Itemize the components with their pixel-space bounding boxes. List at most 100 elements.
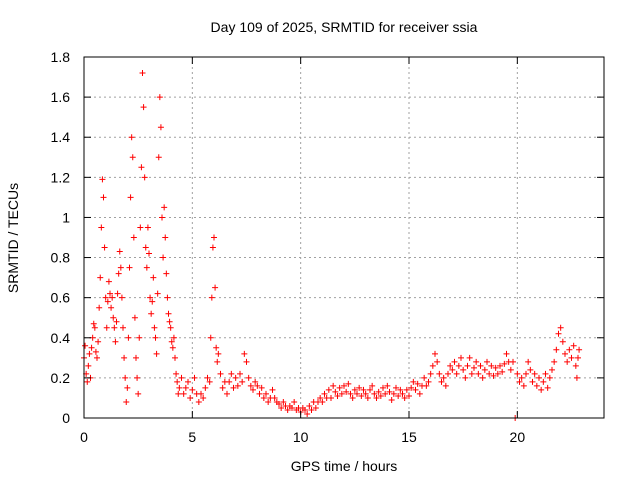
data-point: [410, 378, 417, 385]
x-tick-label: 20: [510, 429, 526, 445]
data-point: [341, 382, 347, 389]
data-point: [112, 338, 119, 345]
data-point: [449, 366, 456, 373]
data-point: [466, 354, 473, 361]
data-point: [127, 194, 134, 201]
data-point: [202, 384, 209, 391]
data-point: [91, 324, 98, 331]
data-point: [559, 338, 566, 345]
data-point: [555, 330, 562, 337]
data-point: [334, 392, 341, 399]
data-point: [332, 388, 339, 395]
data-point: [166, 318, 173, 325]
data-point: [284, 406, 291, 413]
data-point: [460, 366, 467, 373]
data-point: [538, 386, 545, 393]
data-point: [349, 394, 356, 401]
data-point: [471, 364, 477, 371]
data-point: [475, 370, 482, 377]
data-point: [185, 378, 191, 385]
data-point: [247, 382, 254, 389]
data-point: [160, 254, 167, 261]
data-point: [234, 382, 241, 389]
data-point: [507, 366, 514, 373]
data-point: [351, 386, 358, 393]
data-point: [390, 390, 397, 397]
data-point: [445, 370, 451, 377]
data-point: [347, 390, 354, 397]
data-point: [105, 278, 112, 285]
data-point: [156, 94, 163, 101]
data-point: [473, 358, 480, 365]
data-point: [423, 382, 430, 389]
data-point: [217, 370, 224, 377]
data-point: [373, 394, 380, 401]
data-point: [164, 294, 171, 301]
data-point: [414, 380, 421, 387]
data-point: [338, 390, 345, 397]
data-point: [427, 370, 434, 377]
data-point: [575, 354, 581, 361]
data-point: [451, 358, 458, 365]
data-point: [141, 174, 148, 181]
data-point: [564, 358, 571, 365]
data-point: [198, 390, 204, 397]
data-point: [399, 390, 406, 397]
data-point: [150, 274, 157, 281]
x-tick-label: 5: [188, 429, 196, 445]
data-point: [403, 386, 410, 393]
data-point: [518, 374, 525, 381]
data-point: [209, 244, 216, 251]
data-point: [388, 396, 395, 403]
data-point: [104, 298, 111, 305]
data-point: [494, 370, 501, 377]
data-point: [207, 334, 214, 341]
data-point: [88, 344, 95, 351]
data-point: [566, 346, 573, 353]
data-point: [92, 348, 99, 355]
data-point: [304, 410, 311, 417]
data-point: [573, 374, 580, 381]
data-point: [367, 386, 373, 393]
data-point: [110, 314, 117, 321]
data-point: [384, 382, 391, 389]
data-point: [103, 324, 110, 331]
data-point: [544, 384, 551, 391]
data-point: [436, 370, 443, 377]
data-point: [172, 354, 178, 361]
data-point: [258, 384, 265, 391]
data-point: [330, 382, 337, 389]
data-point: [462, 374, 469, 381]
data-point: [174, 378, 181, 385]
data-point: [319, 398, 326, 405]
data-point: [364, 394, 371, 401]
data-point: [151, 324, 158, 331]
data-point: [455, 362, 462, 369]
data-point: [321, 390, 328, 397]
data-point: [169, 344, 176, 351]
y-tick-label: 0.2: [51, 370, 71, 386]
data-point: [497, 362, 503, 369]
x-tick-label: 15: [401, 429, 417, 445]
data-point: [434, 358, 441, 365]
data-point: [542, 370, 549, 377]
data-point: [481, 366, 488, 373]
data-point: [492, 364, 499, 371]
data-point: [204, 374, 211, 381]
x-axis-label: GPS time / hours: [291, 458, 398, 474]
data-point: [371, 390, 378, 397]
data-point: [343, 388, 350, 395]
data-point: [397, 386, 404, 393]
data-point: [401, 394, 408, 401]
data-point: [162, 234, 169, 241]
data-point: [212, 284, 219, 291]
data-point: [134, 374, 141, 381]
y-tick-label: 0: [62, 410, 70, 426]
data-point: [416, 390, 423, 397]
data-point: [182, 384, 189, 391]
data-point: [116, 248, 123, 255]
data-point: [533, 382, 540, 389]
data-point: [191, 374, 198, 381]
data-point: [136, 334, 143, 341]
data-point: [143, 264, 150, 271]
